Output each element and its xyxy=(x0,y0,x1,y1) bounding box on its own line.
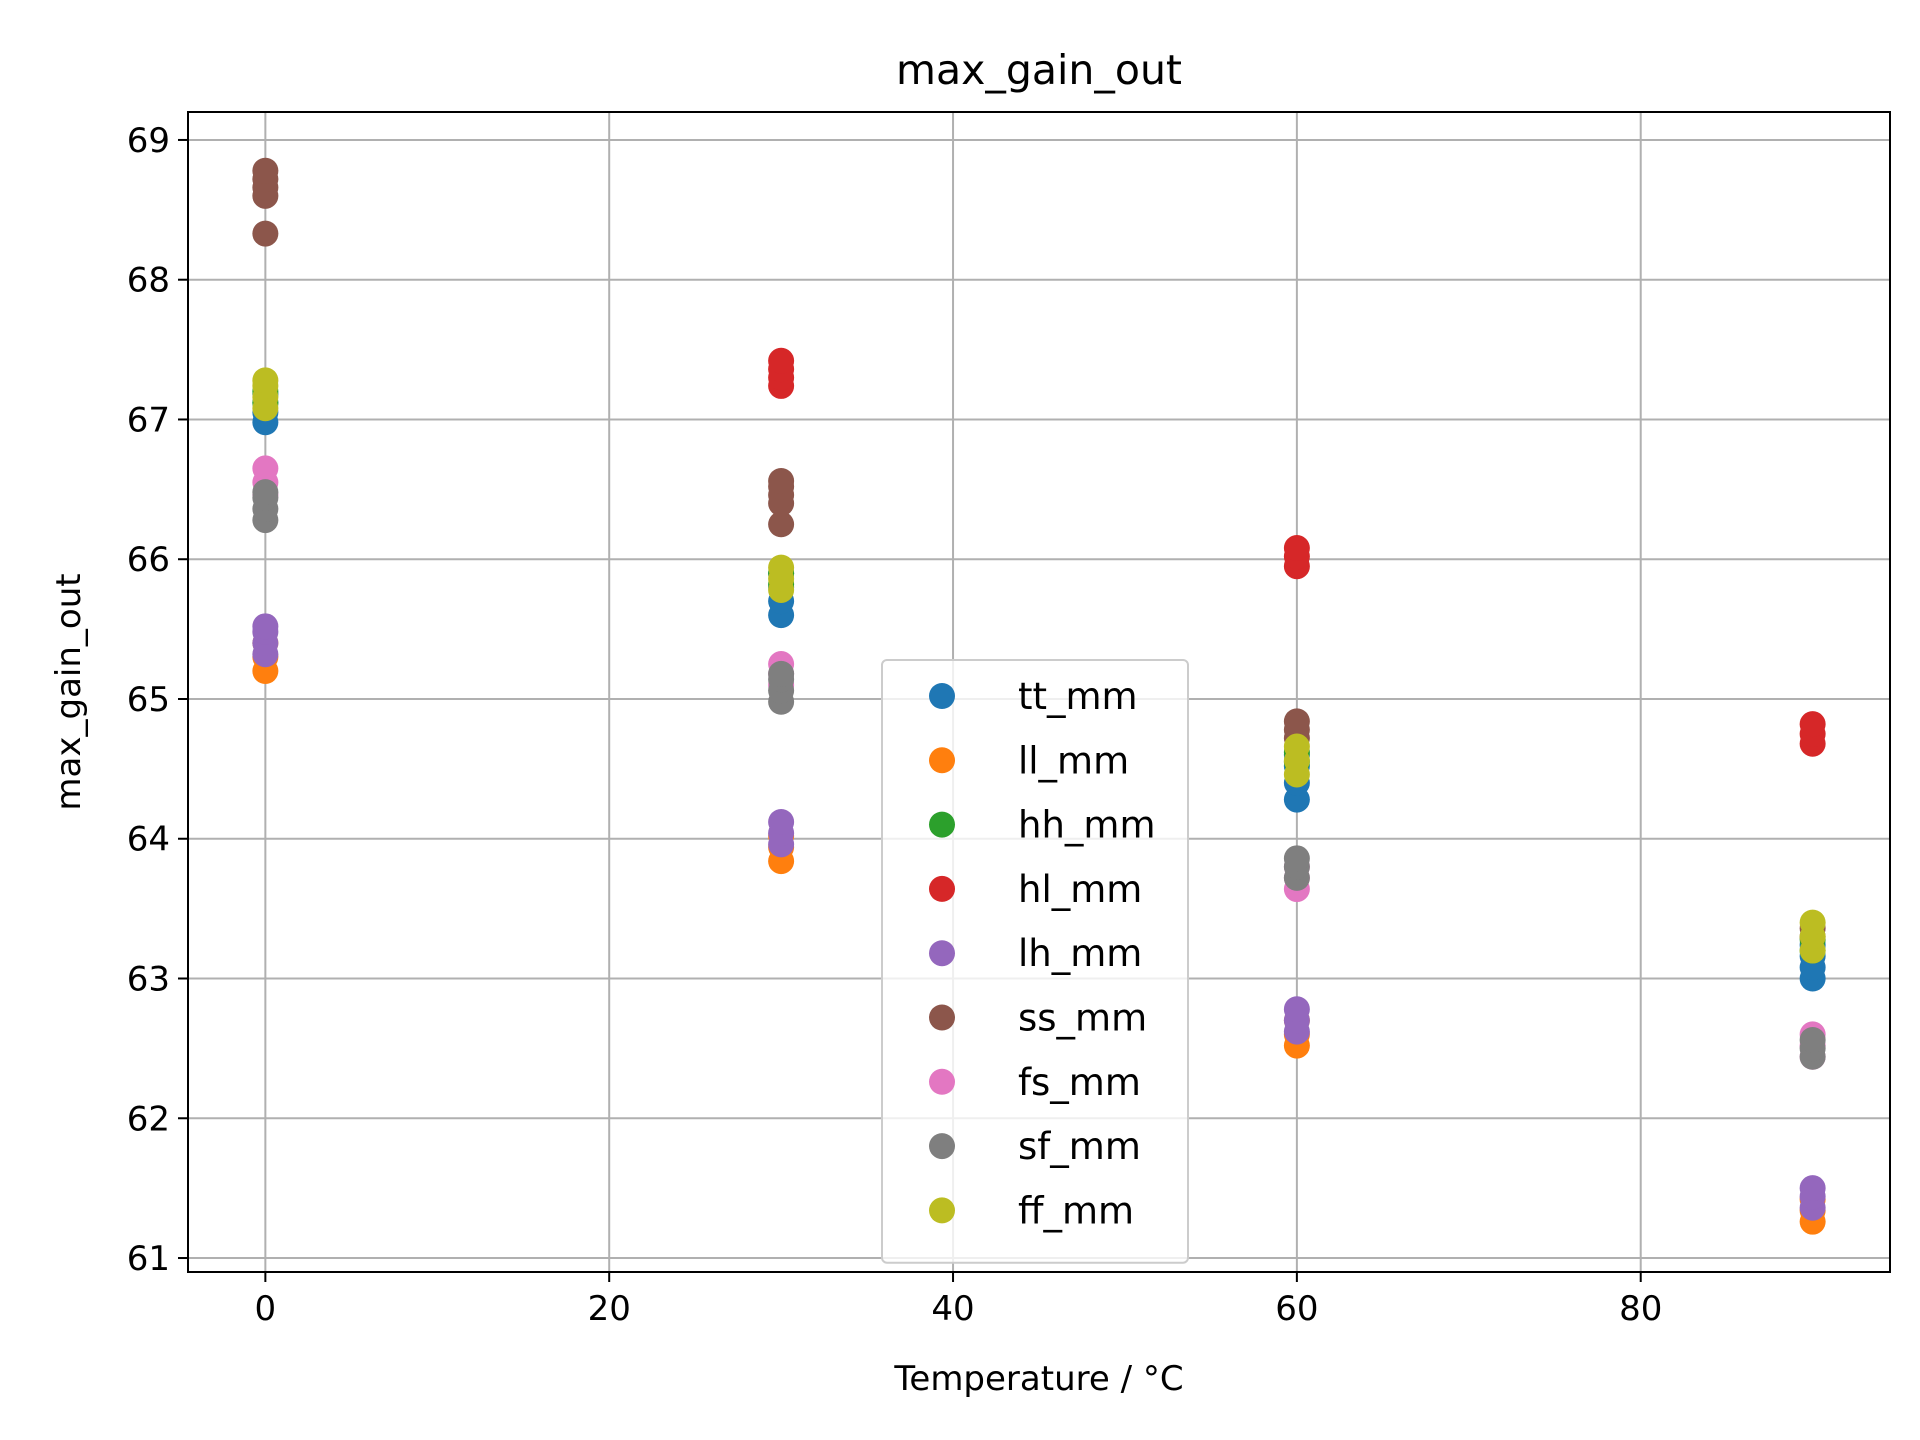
y-tick-label: 61 xyxy=(127,1239,170,1279)
legend-item: sf_mm xyxy=(929,1125,1141,1168)
legend-marker xyxy=(929,811,955,838)
y-tick-label: 65 xyxy=(127,680,170,720)
legend-label: lh_mm xyxy=(1018,932,1142,975)
legend-label: sf_mm xyxy=(1018,1125,1141,1168)
data-point xyxy=(768,467,795,494)
legend-marker xyxy=(929,1197,955,1224)
legend-marker xyxy=(929,1133,955,1160)
data-point xyxy=(1799,711,1826,738)
series-ff_mm xyxy=(252,367,1826,964)
legend-box xyxy=(881,659,1189,1264)
y-tick-label: 68 xyxy=(127,261,170,301)
data-point xyxy=(252,220,279,247)
data-points xyxy=(252,157,1826,1235)
data-point xyxy=(1283,535,1310,562)
x-tick-label: 0 xyxy=(255,1289,277,1329)
legend-item: hh_mm xyxy=(929,804,1156,847)
data-point xyxy=(252,157,279,184)
data-point xyxy=(252,455,279,482)
legend-item: ss_mm xyxy=(929,997,1147,1040)
legend-item: fs_mm xyxy=(929,1061,1141,1104)
y-tick-label: 67 xyxy=(127,400,170,440)
x-tick-label: 20 xyxy=(588,1289,631,1329)
data-point xyxy=(252,479,279,506)
y-tick-label: 64 xyxy=(127,820,170,860)
x-tick-label: 40 xyxy=(931,1289,974,1329)
data-point xyxy=(768,511,795,538)
legend-marker xyxy=(929,683,955,709)
data-point xyxy=(1283,733,1310,760)
y-tick-label: 63 xyxy=(127,960,170,1000)
data-point xyxy=(1283,708,1310,735)
data-point xyxy=(1799,909,1826,936)
legend-item: ll_mm xyxy=(929,739,1129,782)
data-point xyxy=(768,660,795,687)
x-tick-label: 80 xyxy=(1619,1289,1662,1329)
legend-item: hl_mm xyxy=(929,868,1142,911)
x-tick-label: 60 xyxy=(1275,1289,1318,1329)
data-point xyxy=(768,808,795,835)
y-tick-label: 62 xyxy=(127,1099,170,1139)
y-tick-label: 69 xyxy=(127,121,170,161)
series-hl_mm xyxy=(768,347,1826,757)
axis-ticks: 0 20 40 60 80 61 62 63 64 65 66 67 68 69 xyxy=(127,121,1663,1329)
legend-marker xyxy=(929,1068,955,1095)
data-point xyxy=(1283,996,1310,1023)
y-axis-label: max_gain_out xyxy=(49,573,89,810)
legend-label: ff_mm xyxy=(1018,1189,1134,1232)
legend-marker xyxy=(929,1004,955,1031)
plot-frame xyxy=(187,111,1891,1273)
legend-label: hl_mm xyxy=(1018,868,1142,911)
legend-label: fs_mm xyxy=(1018,1061,1141,1104)
legend-marker xyxy=(929,747,955,774)
legend-label: ll_mm xyxy=(1018,739,1129,782)
legend-item: lh_mm xyxy=(929,932,1142,975)
data-point xyxy=(1799,1175,1826,1202)
data-point xyxy=(768,554,795,581)
legend-marker xyxy=(929,875,955,902)
legend-label: ss_mm xyxy=(1018,997,1147,1040)
x-axis-label: Temperature / °C xyxy=(893,1359,1183,1399)
data-point xyxy=(252,613,279,640)
y-tick-label: 66 xyxy=(127,540,170,580)
data-point xyxy=(1283,845,1310,872)
legend-item: ff_mm xyxy=(929,1189,1134,1232)
legend-label: tt_mm xyxy=(1018,675,1138,718)
series-lh_mm xyxy=(252,613,1826,1221)
chart-title: max_gain_out xyxy=(896,46,1182,94)
legend-item: tt_mm xyxy=(929,675,1138,718)
legend: tt_mm ll_mm hh_mm hl_mm lh_mm ss_mm fs_mm sf_mm… xyxy=(881,659,1189,1264)
data-point xyxy=(768,347,795,374)
legend-label: hh_mm xyxy=(1018,804,1156,847)
legend-marker xyxy=(929,940,955,967)
data-point xyxy=(1799,1027,1826,1053)
data-point xyxy=(252,367,279,394)
series-sf_mm xyxy=(252,479,1826,1070)
